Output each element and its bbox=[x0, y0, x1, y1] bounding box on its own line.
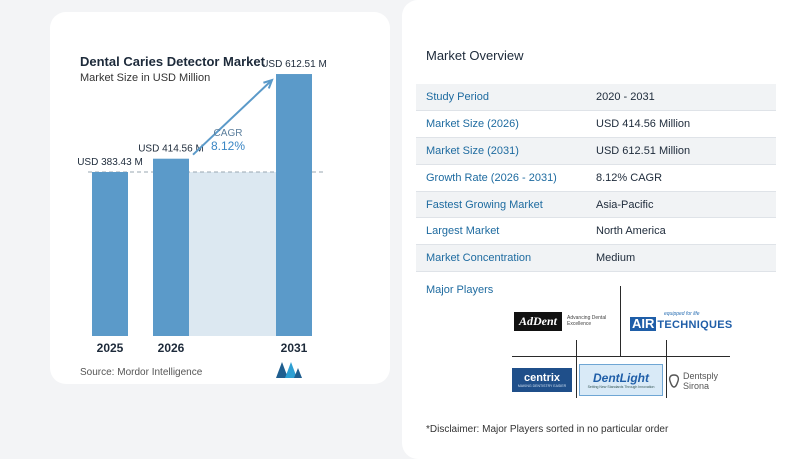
player-logo-addent: AdDent Advancing Dental Excellence bbox=[514, 310, 618, 332]
divider bbox=[576, 340, 577, 398]
air-wordmark: AIR bbox=[630, 316, 657, 331]
disclaimer: *Disclaimer: Major Players sorted in no … bbox=[426, 424, 669, 435]
table-row: Study Period 2020 - 2031 bbox=[416, 84, 776, 112]
row-value: USD 612.51 Million bbox=[594, 137, 776, 165]
dentsply-wordmark: Dentsply bbox=[683, 371, 719, 381]
bar-2031 bbox=[276, 74, 312, 337]
dentlight-wordmark: DentLight bbox=[593, 370, 649, 385]
bar-2025 bbox=[92, 172, 128, 336]
overview-table: Study Period 2020 - 2031 Market Size (202… bbox=[416, 84, 776, 273]
data-label-2025: USD 383.43 M bbox=[77, 157, 143, 168]
techniques-wordmark: TECHNIQUES bbox=[657, 319, 733, 331]
major-players-title: Major Players bbox=[426, 284, 494, 296]
player-logo-dentsply-sirona: Dentsply Sirona bbox=[668, 368, 732, 394]
cagr-arrow bbox=[192, 79, 273, 156]
air-tagline: equipped for life bbox=[664, 311, 700, 317]
row-label: Growth Rate (2026 - 2031) bbox=[416, 164, 594, 192]
row-label: Study Period bbox=[416, 84, 594, 112]
table-row: Growth Rate (2026 - 2031) 8.12% CAGR bbox=[416, 164, 776, 192]
row-label: Fastest Growing Market bbox=[416, 191, 594, 219]
player-logo-centrix: centrix MAKING DENTISTRY EASIER bbox=[512, 368, 572, 392]
row-label: Market Concentration bbox=[416, 244, 594, 273]
x-tick-label: 2031 bbox=[281, 341, 308, 355]
source-note: Source: Mordor Intelligence bbox=[80, 367, 203, 378]
row-value: North America bbox=[594, 217, 776, 246]
data-label-2031: USD 612.51 M bbox=[261, 59, 327, 70]
row-value: Medium bbox=[594, 244, 776, 273]
row-value: USD 414.56 Million bbox=[594, 110, 776, 139]
dentsply-mark-icon bbox=[668, 374, 680, 388]
table-row: Largest Market North America bbox=[416, 217, 776, 246]
divider bbox=[620, 286, 621, 356]
player-logo-air-techniques: equipped for life AIR TECHNIQUES bbox=[630, 308, 732, 334]
chart-title: Dental Caries Detector Market bbox=[80, 54, 265, 69]
divider bbox=[512, 356, 730, 357]
chart-subtitle: Market Size in USD Million bbox=[80, 72, 211, 84]
addent-wordmark: AdDent bbox=[514, 311, 563, 331]
row-label: Largest Market bbox=[416, 217, 594, 246]
dentlight-tagline: Setting New Standards Through Innovation bbox=[587, 384, 655, 389]
sirona-wordmark: Sirona bbox=[683, 381, 710, 391]
divider bbox=[666, 340, 667, 398]
x-tick-label: 2025 bbox=[97, 341, 124, 355]
row-value: 2020 - 2031 bbox=[594, 84, 776, 112]
player-logo-dentlight: DentLight Setting New Standards Through … bbox=[579, 364, 663, 396]
row-value: 8.12% CAGR bbox=[594, 164, 776, 192]
row-label: Market Size (2031) bbox=[416, 137, 594, 165]
cagr-value: 8.12% bbox=[211, 139, 245, 153]
overview-title: Market Overview bbox=[426, 48, 524, 63]
table-row: Market Size (2026) USD 414.56 Million bbox=[416, 110, 776, 139]
centrix-tagline: MAKING DENTISTRY EASIER bbox=[517, 383, 567, 388]
table-row: Market Concentration Medium bbox=[416, 244, 776, 273]
table-row: Market Size (2031) USD 612.51 Million bbox=[416, 137, 776, 165]
row-label: Market Size (2026) bbox=[416, 110, 594, 139]
addent-tagline: Advancing Dental bbox=[567, 315, 607, 321]
mordor-logo-icon bbox=[276, 362, 302, 378]
cagr-arrow-head-icon bbox=[263, 78, 274, 89]
bar-2026 bbox=[153, 158, 189, 336]
addent-tagline: Excellence bbox=[567, 321, 592, 327]
row-value: Asia-Pacific bbox=[594, 191, 776, 219]
centrix-wordmark: centrix bbox=[523, 371, 561, 384]
cagr-label: CAGR bbox=[214, 128, 243, 139]
growth-shade bbox=[189, 172, 276, 336]
bar-chart: USD 383.43 M 2025 USD 414.56 M 2026 USD 612.… bbox=[77, 59, 327, 355]
data-label-2026: USD 414.56 M bbox=[138, 144, 204, 155]
x-tick-label: 2026 bbox=[158, 341, 185, 355]
table-row: Fastest Growing Market Asia-Pacific bbox=[416, 191, 776, 219]
